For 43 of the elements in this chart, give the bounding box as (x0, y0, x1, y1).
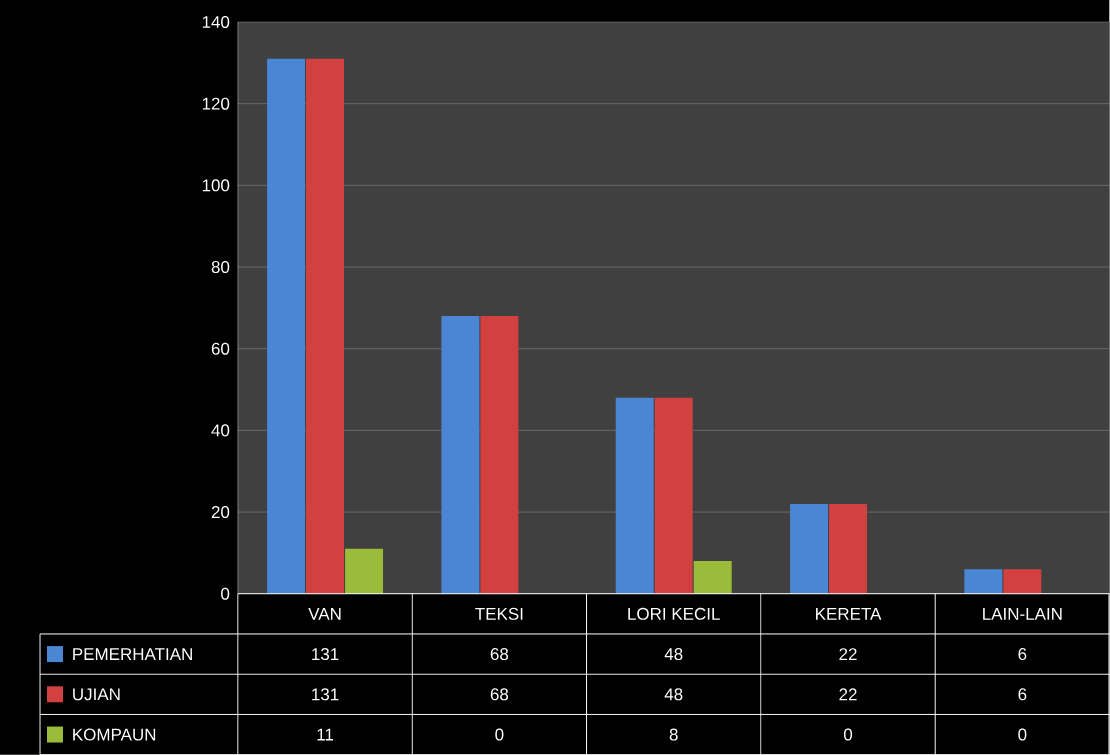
bar (654, 397, 693, 594)
data-label: 22 (839, 688, 857, 701)
bar (790, 503, 829, 594)
y-tick-label: 120 (202, 97, 230, 110)
data-label: 0 (495, 728, 504, 741)
x-tick-label: LAIN-LAIN (983, 607, 1062, 620)
data-label: 0 (1018, 728, 1027, 741)
bar (306, 58, 345, 594)
data-label: 48 (664, 647, 683, 661)
data-label: 0 (843, 728, 853, 741)
bar (441, 315, 480, 594)
legend-label: KOMPAUN (73, 728, 156, 741)
legend-label: UJIAN (73, 688, 120, 701)
bar (267, 58, 306, 594)
data-label: 6 (1018, 647, 1027, 661)
bar (615, 397, 654, 594)
legend-label: PEMERHATIAN (73, 648, 192, 660)
y-tick-label: 40 (211, 424, 230, 437)
data-label: 48 (664, 688, 683, 701)
y-tick-label: 140 (202, 15, 230, 28)
data-label: 131 (312, 688, 339, 701)
bar (964, 569, 1003, 594)
x-tick-label: VAN (308, 607, 341, 620)
y-tick-label: 60 (211, 342, 230, 355)
bar (480, 315, 519, 594)
data-label: 8 (669, 728, 678, 741)
data-label: 68 (490, 647, 509, 661)
bar (693, 560, 732, 594)
data-label: 68 (490, 688, 509, 701)
y-tick-label: 100 (202, 179, 230, 192)
data-label: 22 (839, 648, 857, 660)
data-label: 6 (1018, 688, 1027, 701)
bar (1003, 569, 1042, 594)
bar (345, 548, 384, 594)
x-tick-label: LORI KECIL (628, 607, 720, 620)
y-tick-label: 80 (211, 260, 230, 273)
bar (829, 503, 868, 594)
data-label: 131 (312, 647, 339, 661)
y-tick-label: 0 (221, 587, 230, 600)
y-tick-label: 20 (211, 505, 230, 518)
data-label: 11 (317, 728, 334, 741)
x-tick-label: TEKSI (475, 607, 523, 620)
x-tick-label: KERETA (816, 607, 882, 620)
